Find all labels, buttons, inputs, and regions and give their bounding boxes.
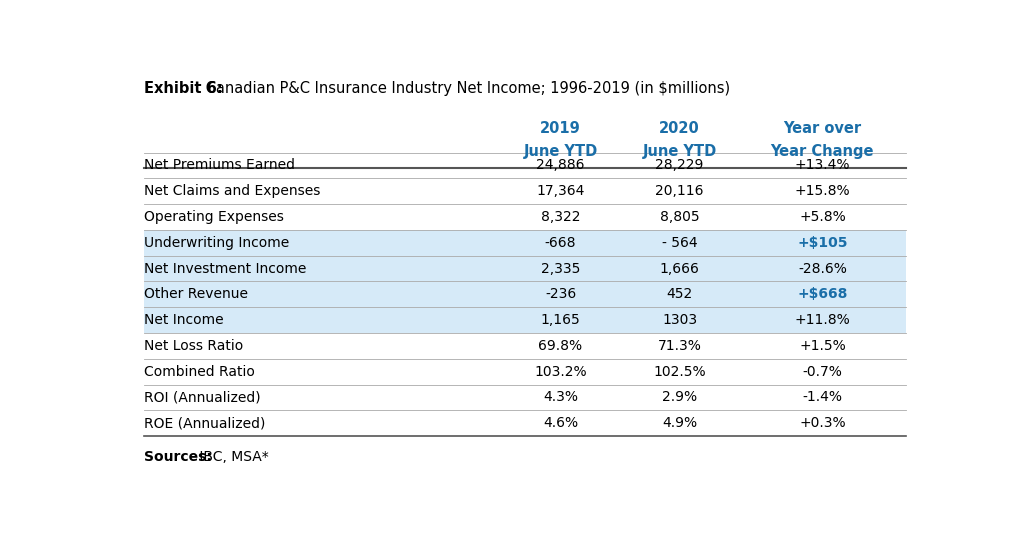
Text: +5.8%: +5.8% [799,210,846,224]
Text: -0.7%: -0.7% [803,364,843,379]
Text: Operating Expenses: Operating Expenses [143,210,284,224]
Text: -668: -668 [545,236,577,250]
Text: 71.3%: 71.3% [657,339,701,353]
Text: Net Claims and Expenses: Net Claims and Expenses [143,184,321,198]
Text: 24,886: 24,886 [537,158,585,172]
Text: Year Change: Year Change [771,144,874,159]
Text: +11.8%: +11.8% [795,313,850,327]
Text: Canadian P&C Insurance Industry Net Income; 1996-2019 (in $millions): Canadian P&C Insurance Industry Net Inco… [201,80,730,96]
Text: Year over: Year over [783,121,861,136]
Text: 102.5%: 102.5% [653,364,706,379]
Text: Net Loss Ratio: Net Loss Ratio [143,339,243,353]
Text: 4.9%: 4.9% [662,416,697,430]
Bar [143,307,906,333]
Text: Underwriting Income: Underwriting Income [143,236,289,250]
Bar [143,255,906,281]
Text: 2.9%: 2.9% [662,390,697,404]
Text: +$105: +$105 [797,236,848,250]
Text: 2019: 2019 [540,121,581,136]
Text: Net Investment Income: Net Investment Income [143,261,306,275]
Text: 1,666: 1,666 [659,261,699,275]
Text: 69.8%: 69.8% [539,339,583,353]
Text: 4.3%: 4.3% [543,390,578,404]
Text: +$668: +$668 [798,287,848,301]
Text: 1303: 1303 [662,313,697,327]
Text: Other Revenue: Other Revenue [143,287,248,301]
Text: - 564: - 564 [662,236,697,250]
Bar [143,281,906,307]
Text: 20,116: 20,116 [655,184,703,198]
Text: Net Income: Net Income [143,313,223,327]
Text: 8,805: 8,805 [659,210,699,224]
Text: Exhibit 6:: Exhibit 6: [143,80,222,96]
Text: 452: 452 [667,287,692,301]
Text: +1.5%: +1.5% [799,339,846,353]
Text: ROI (Annualized): ROI (Annualized) [143,390,260,404]
Bar [143,230,906,255]
Text: 2020: 2020 [659,121,700,136]
Text: June YTD: June YTD [642,144,717,159]
Text: Net Premiums Earned: Net Premiums Earned [143,158,295,172]
Text: 4.6%: 4.6% [543,416,579,430]
Text: 1,165: 1,165 [541,313,581,327]
Text: 28,229: 28,229 [655,158,703,172]
Text: June YTD: June YTD [523,144,598,159]
Text: Sources:: Sources: [143,450,212,464]
Text: 17,364: 17,364 [537,184,585,198]
Text: Combined Ratio: Combined Ratio [143,364,255,379]
Text: ROE (Annualized): ROE (Annualized) [143,416,265,430]
Text: -1.4%: -1.4% [803,390,843,404]
Text: 8,322: 8,322 [541,210,581,224]
Text: IBC, MSA*: IBC, MSA* [196,450,269,464]
Text: +0.3%: +0.3% [799,416,846,430]
Text: +15.8%: +15.8% [795,184,850,198]
Text: -28.6%: -28.6% [798,261,847,275]
Text: 103.2%: 103.2% [535,364,587,379]
Text: +13.4%: +13.4% [795,158,850,172]
Text: -236: -236 [545,287,577,301]
Text: 2,335: 2,335 [541,261,581,275]
